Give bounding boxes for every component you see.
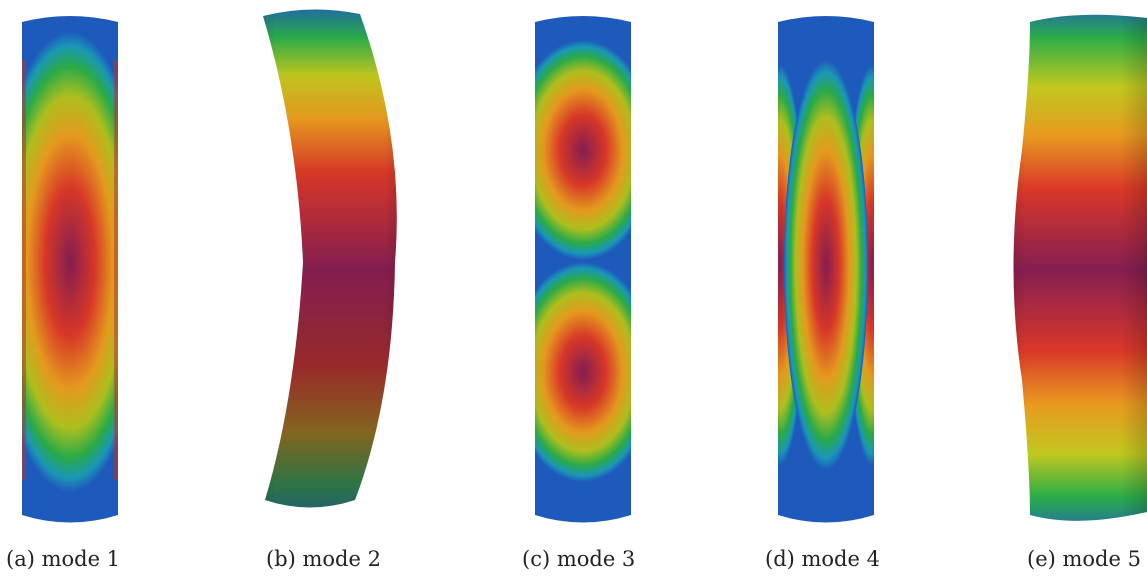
panel-d-cylinder — [778, 16, 874, 523]
panel-c-cylinder — [535, 16, 631, 523]
caption-c: (c) mode 3 — [522, 547, 636, 571]
caption-a: (a) mode 1 — [6, 547, 121, 571]
caption-b: (b) mode 2 — [266, 547, 381, 571]
caption-d: (d) mode 4 — [765, 547, 880, 571]
panel-a-cylinder — [22, 16, 118, 523]
panel-b-cylinder — [263, 9, 397, 508]
panel-e-cylinder — [1013, 14, 1147, 521]
caption-e: (e) mode 5 — [1027, 547, 1141, 571]
